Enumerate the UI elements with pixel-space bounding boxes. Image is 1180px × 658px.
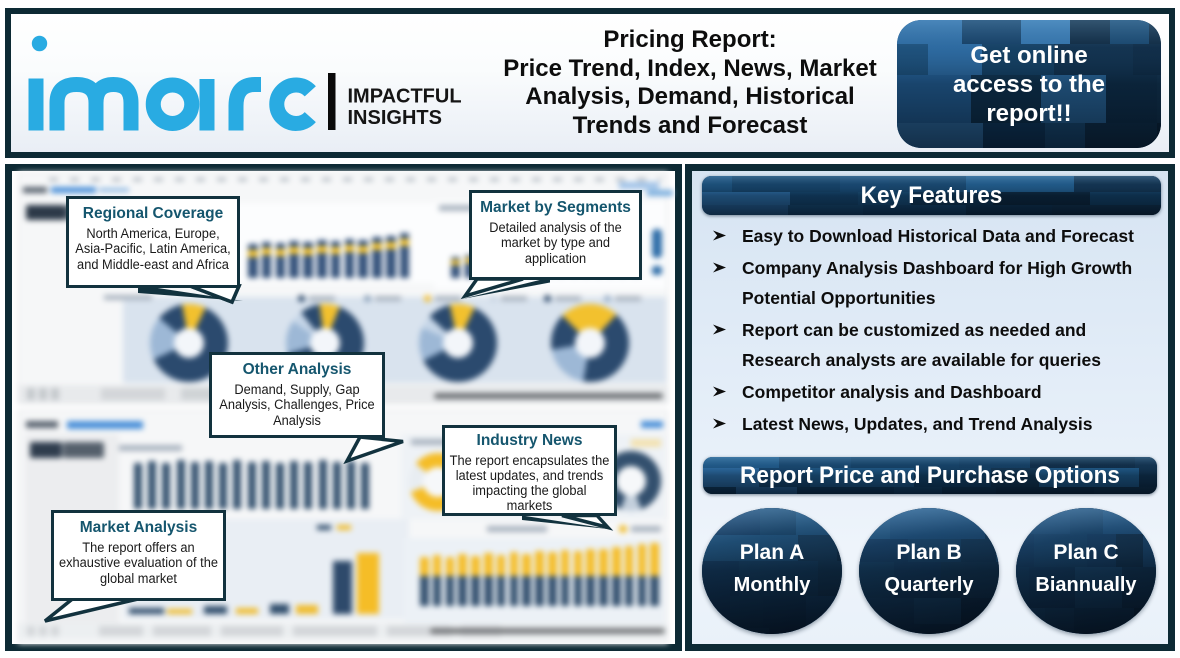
svg-text:IMPACTFUL: IMPACTFUL bbox=[348, 85, 462, 107]
svg-text:INSIGHTS: INSIGHTS bbox=[348, 107, 442, 129]
